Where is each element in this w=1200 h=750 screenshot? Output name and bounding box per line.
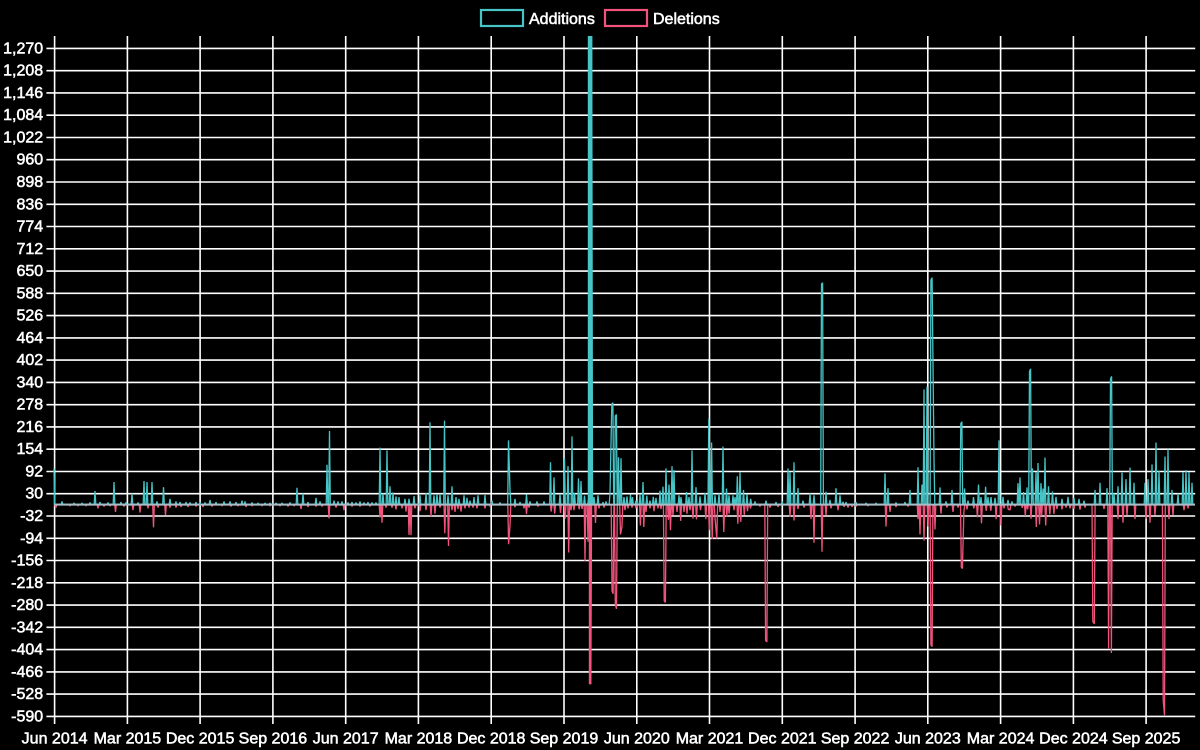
svg-text:-94: -94 [20,530,43,547]
svg-text:Sep 2025: Sep 2025 [1112,731,1181,748]
svg-text:Jun 2020: Jun 2020 [604,731,670,748]
svg-text:-528: -528 [11,686,43,703]
svg-text:Dec 2024: Dec 2024 [1039,731,1108,748]
svg-text:Sep 2016: Sep 2016 [239,731,308,748]
svg-text:278: 278 [16,397,43,414]
svg-text:340: 340 [16,374,43,391]
svg-text:154: 154 [16,441,43,458]
svg-text:Mar 2015: Mar 2015 [94,731,162,748]
svg-text:Jun 2014: Jun 2014 [22,731,88,748]
svg-text:-218: -218 [11,575,43,592]
svg-text:Sep 2019: Sep 2019 [530,731,599,748]
svg-text:-466: -466 [11,664,43,681]
svg-text:402: 402 [16,352,43,369]
svg-text:-32: -32 [20,508,43,525]
svg-text:588: 588 [16,285,43,302]
svg-text:Dec 2021: Dec 2021 [748,731,817,748]
svg-text:1,146: 1,146 [3,85,43,102]
svg-text:-280: -280 [11,597,43,614]
svg-text:650: 650 [16,263,43,280]
svg-text:Dec 2018: Dec 2018 [457,731,526,748]
svg-text:Jun 2017: Jun 2017 [313,731,379,748]
svg-text:1,022: 1,022 [3,130,43,147]
svg-text:898: 898 [16,174,43,191]
svg-text:526: 526 [16,308,43,325]
svg-text:Mar 2018: Mar 2018 [385,731,453,748]
svg-text:960: 960 [16,152,43,169]
svg-text:712: 712 [16,241,43,258]
svg-text:1,270: 1,270 [3,40,43,57]
svg-text:-156: -156 [11,553,43,570]
svg-text:92: 92 [25,464,43,481]
svg-text:464: 464 [16,330,43,347]
svg-text:-342: -342 [11,619,43,636]
svg-text:Additions: Additions [529,11,595,28]
svg-text:30: 30 [25,486,43,503]
svg-text:216: 216 [16,419,43,436]
svg-text:Mar 2024: Mar 2024 [967,731,1035,748]
svg-text:1,208: 1,208 [3,63,43,80]
svg-text:1,084: 1,084 [3,107,43,124]
svg-text:Mar 2021: Mar 2021 [676,731,744,748]
svg-text:774: 774 [16,219,43,236]
svg-text:-404: -404 [11,642,43,659]
svg-text:836: 836 [16,196,43,213]
svg-text:-590: -590 [11,708,43,725]
svg-text:Dec 2015: Dec 2015 [166,731,235,748]
svg-text:Deletions: Deletions [653,11,720,28]
svg-text:Sep 2022: Sep 2022 [821,731,890,748]
svg-text:Jun 2023: Jun 2023 [895,731,961,748]
